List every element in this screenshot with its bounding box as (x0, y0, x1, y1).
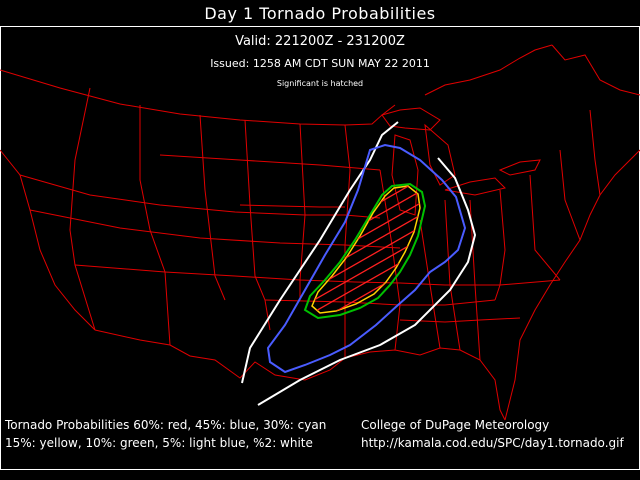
credit-org: College of DuPage Meteorology (361, 418, 550, 432)
credit-url: http://kamala.cod.edu/SPC/day1.tornado.g… (361, 436, 624, 450)
map-title: Day 1 Tornado Probabilities (204, 4, 436, 23)
issued-time: Issued: 1258 AM CDT SUN MAY 22 2011 (210, 57, 430, 70)
legend-line-2: 15%: yellow, 10%: green, 5%: light blue,… (5, 436, 313, 450)
probability-legend: Tornado Probabilities 60%: red, 45%: blu… (5, 416, 326, 452)
hatched-note: Significant is hatched (276, 79, 364, 88)
tornado-10pct-outline (303, 182, 427, 320)
tornado-2pct-east-line (257, 157, 477, 406)
tornado-2pct-west-line (241, 121, 399, 384)
tornado-5pct-outline (266, 143, 467, 374)
state-borders (0, 44, 640, 421)
tornado-15pct-outline (311, 185, 421, 314)
tornado-2pct-outline (241, 121, 477, 406)
valid-period: Valid: 221200Z - 231200Z (235, 34, 405, 49)
credit-block: College of DuPage Meteorology http://kam… (361, 416, 624, 452)
legend-line-1: Tornado Probabilities 60%: red, 45%: blu… (5, 418, 327, 432)
